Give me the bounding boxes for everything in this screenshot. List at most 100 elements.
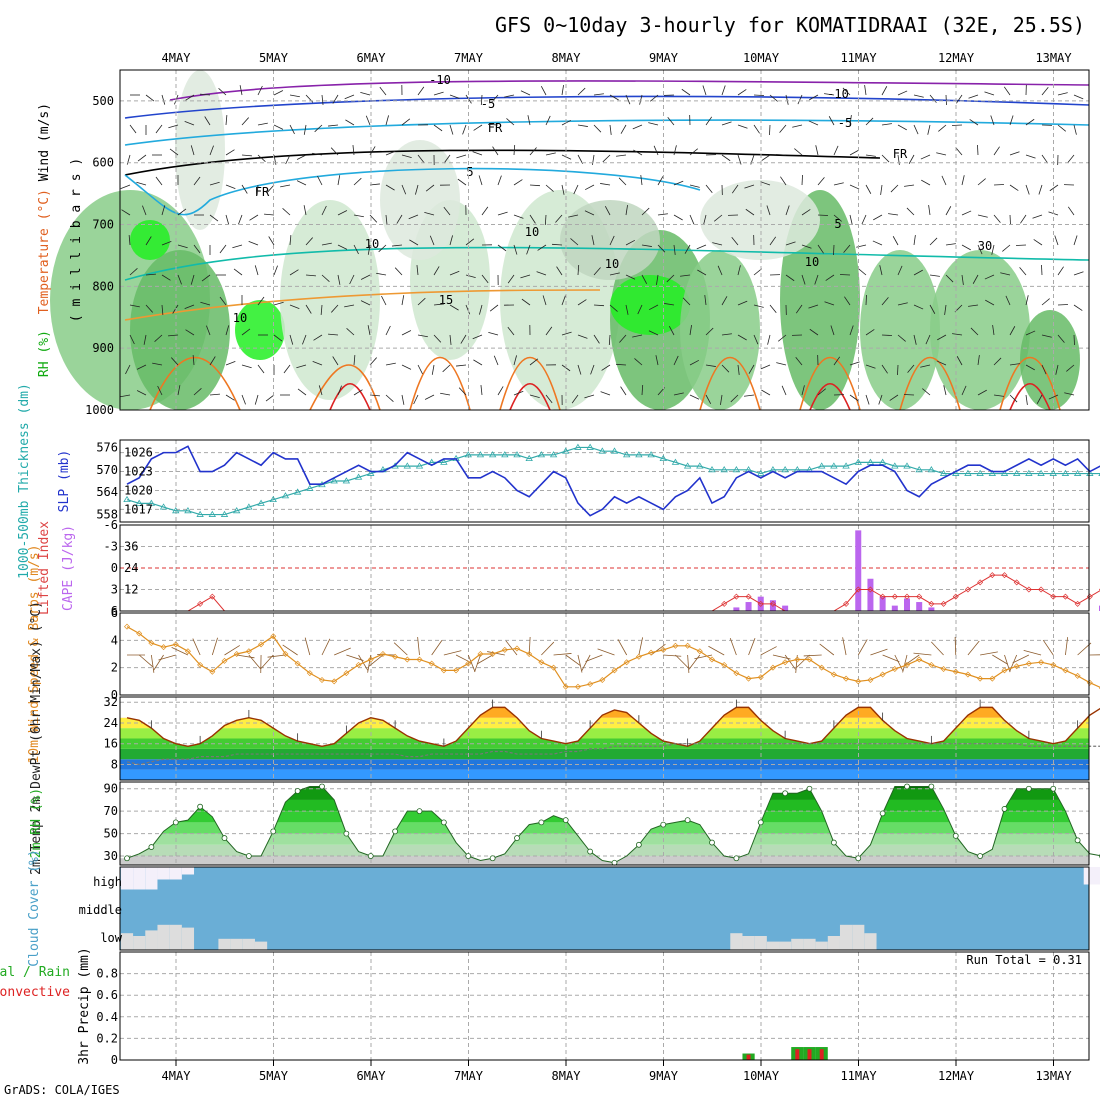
wind-barb [321,638,331,656]
wind-barb [317,175,323,186]
wind-barb [218,88,227,96]
wind-barb [401,330,412,336]
wind-barb [864,85,867,96]
low-cloud-bar [730,933,743,950]
wind-barb [401,394,405,405]
wind-barb [620,386,627,396]
wind-tick-label: 4 [111,633,118,647]
cape-bar [782,605,789,611]
wind-barb [1038,184,1043,195]
wind-speed-point [745,675,752,682]
wind-barb [657,244,666,253]
wind-barb [458,387,467,396]
wind-speed-point [879,671,886,678]
rh-point [343,830,350,837]
wind-barb [655,355,659,366]
contour-label: FR [255,185,270,199]
wind-barb [680,274,691,277]
wind-barb [861,214,867,225]
high-cloud-bar [145,867,158,890]
wind-barb [609,124,612,135]
pressure-tick-label: 800 [92,279,114,293]
cape-bar [733,607,740,611]
wind-barb [225,361,236,366]
wind-barb [817,214,829,216]
wind-speed-point [867,676,874,683]
wind-barb [268,236,275,246]
wind-barb [555,214,563,223]
wind-barb [193,244,201,254]
wind-barb [353,214,364,218]
wind-barb [640,175,643,186]
wind-speed-point [660,646,667,653]
wind-barb [720,394,723,405]
wind-barb [204,116,211,126]
rh-point [367,853,374,859]
wind-barb [731,236,739,246]
wind-barb [520,90,531,96]
wind-barb [129,304,140,308]
wind-barb [577,154,584,165]
wind-barb [238,214,243,225]
wind-barb [529,394,540,398]
thickness-point [866,458,875,465]
wind-barb [121,209,131,216]
temperature-contour [309,364,381,411]
wind-barb [843,244,851,253]
wind-barb [128,235,131,246]
wind-barb [431,364,435,375]
wind-barb [305,237,313,246]
wind-barb [424,212,435,216]
wind-barb [394,267,403,276]
rh-series-line [126,785,1100,864]
cape-bar [916,602,923,611]
low-cloud-bar [181,927,195,950]
wind-barb [353,355,356,366]
wind-speed-point [550,664,557,671]
thickness-point [537,451,546,458]
wind-speed-point [453,667,460,674]
wind-barb [705,394,712,405]
wind-barb [313,334,323,341]
profile-panel: -10 -5 -5 -10 FR FR FR 5 10 10 15 10 10 10 30 5 500 600 7… [37,69,1090,417]
wind-barb [833,356,841,366]
wind-barb [225,184,236,189]
thickness-point [635,451,643,458]
wind-barb [460,334,467,344]
wind-barb [353,177,362,186]
rh-point [221,835,228,841]
wind-barb [321,242,332,246]
profile-ylabel-rh: RH (%) [37,330,52,377]
wind-barb [881,123,892,126]
wind-barb [809,94,819,101]
wind-barb [882,654,900,663]
thickness-point [403,462,412,469]
wind-barb [1033,239,1043,246]
wind-barb [172,304,179,314]
wind-barb [424,394,435,400]
low-cloud-bar [133,936,146,950]
rh-point [660,821,667,828]
wind-barb [673,244,676,255]
wind-barb [936,360,947,366]
wind-speed-point [465,660,472,667]
thickness-point [525,454,533,462]
wind-barb [938,124,947,132]
wind-barb [632,124,643,130]
wind-barb [702,85,707,96]
wind-barb [721,85,726,96]
wind-barb [689,394,700,400]
wind-speed-point [514,645,520,652]
low-cloud-bar [254,941,268,950]
wind-barb [368,654,384,667]
thickness-point [1012,469,1021,476]
wind-barb [625,304,629,315]
thickness-point [549,451,558,458]
wind-barb [332,356,339,366]
thickness-point [1037,469,1045,476]
wind-barb [1073,334,1075,346]
wind-barb [625,274,636,280]
wind-barb [303,124,307,135]
thickness-point [598,447,607,454]
temperature-contour [124,167,701,216]
